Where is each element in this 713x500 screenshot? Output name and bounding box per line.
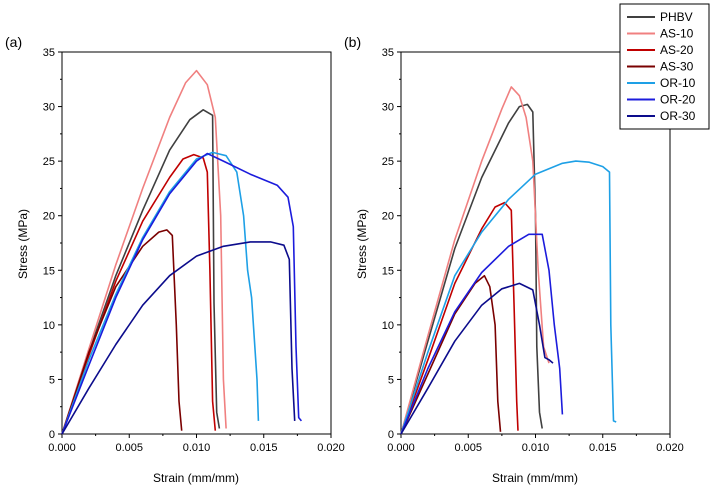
panel-a-ytick-label: 10 <box>43 320 55 332</box>
panel-b-xtick-label: 0.020 <box>656 442 684 454</box>
panel-a-xtick-label: 0.000 <box>48 442 76 454</box>
panel-b-series-or-20 <box>400 233 564 435</box>
legend: PHBV AS-10 AS-20 AS-30 OR-10 OR-20 OR-30 <box>619 3 710 130</box>
panel-a-series-or-30 <box>61 241 296 435</box>
panel-a-xlabel: Strain (mm/mm) <box>153 471 239 485</box>
legend-label-as-20: AS-20 <box>660 43 694 57</box>
legend-label-phbv: PHBV <box>660 10 693 24</box>
panel-a-ylabel: Stress (MPa) <box>16 209 30 279</box>
panel-b-ytick-label: 25 <box>382 156 394 168</box>
panel-b-series-as-30 <box>400 274 502 435</box>
panel-b-ytick-label: 20 <box>382 211 394 223</box>
panel-a: (a) Stress (MPa) Strain (mm/mm) 0.000 0.0… <box>5 34 345 485</box>
panel-b-ytick-label: 35 <box>382 47 394 59</box>
panel-b-ytick-label: 15 <box>382 265 394 277</box>
panel-b-xtick-label: 0.005 <box>454 442 482 454</box>
legend-label-as-30: AS-30 <box>660 60 694 74</box>
legend-label-or-30: OR-30 <box>660 109 696 123</box>
panel-a-series-or-10 <box>61 151 260 435</box>
panel-a-ytick-label: 20 <box>43 211 55 223</box>
panel-b-ytick-label: 30 <box>382 102 394 114</box>
panel-a-ytick-label: 25 <box>43 156 55 168</box>
panel-b-ytick-label: 10 <box>382 320 394 332</box>
panel-b-ytick-label: 5 <box>388 374 394 386</box>
legend-label-or-20: OR-20 <box>660 93 696 107</box>
panel-b-series-as-10 <box>400 86 550 435</box>
panel-a-ytick-label: 35 <box>43 47 55 59</box>
panel-a-xtick-label: 0.015 <box>250 442 278 454</box>
panel-a-series-as-20 <box>61 153 217 435</box>
panel-b-series-as-20 <box>400 201 519 435</box>
panel-a-xtick-label: 0.020 <box>317 442 345 454</box>
panel-a-series-or-20 <box>61 152 303 435</box>
panel-b-xtick-label: 0.015 <box>589 442 617 454</box>
panel-a-series-phbv <box>61 109 221 435</box>
panel-a-frame <box>61 51 332 435</box>
panel-a-label: (a) <box>5 34 22 50</box>
panel-a-ytick-label: 30 <box>43 102 55 114</box>
panel-b-ylabel: Stress (MPa) <box>355 209 369 279</box>
panel-b-xtick-label: 0.010 <box>522 442 550 454</box>
panel-a-ytick-label: 5 <box>49 374 55 386</box>
panel-b-series-phbv <box>400 103 543 435</box>
panel-a-xtick-label: 0.005 <box>115 442 143 454</box>
panel-a-xtick-label: 0.010 <box>183 442 211 454</box>
panel-b-series-or-10 <box>400 160 617 435</box>
panel-a-ytick-label: 15 <box>43 265 55 277</box>
panel-a-ytick-label: 0 <box>49 429 55 441</box>
panel-a-series-as-30 <box>61 229 183 435</box>
legend-label-or-10: OR-10 <box>660 76 696 90</box>
panel-b: (b) Stress (MPa) Strain (mm/mm) 0.000 0.0… <box>344 34 684 485</box>
panel-a-series-as-10 <box>61 69 227 435</box>
panel-b-series-or-30 <box>400 282 554 435</box>
panel-b-label: (b) <box>344 34 361 50</box>
panel-b-xtick-label: 0.000 <box>387 442 415 454</box>
legend-label-as-10: AS-10 <box>660 27 694 41</box>
panel-b-xlabel: Strain (mm/mm) <box>492 471 578 485</box>
panel-b-ytick-label: 0 <box>388 429 394 441</box>
